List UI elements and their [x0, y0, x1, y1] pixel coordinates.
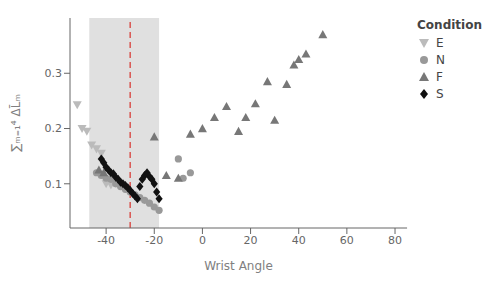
svg-text:-20: -20 — [145, 234, 163, 247]
svg-text:0.3: 0.3 — [45, 67, 63, 80]
svg-text:0: 0 — [199, 234, 206, 247]
svg-text:∑ₘ₌₁⁴ ΔL̄ₘ: ∑ₘ₌₁⁴ ΔL̄ₘ — [9, 94, 23, 152]
html-text:N: N — [436, 53, 445, 67]
svg-text:60: 60 — [340, 234, 354, 247]
svg-text:20: 20 — [244, 234, 258, 247]
svg-text:40: 40 — [292, 234, 306, 247]
html-text:S: S — [436, 87, 444, 101]
svg-text:0.1: 0.1 — [45, 178, 63, 191]
html-text:E: E — [436, 36, 444, 50]
html-text:Condition: Condition — [417, 18, 482, 32]
html-text:F: F — [436, 70, 443, 84]
svg-text:80: 80 — [388, 234, 402, 247]
svg-text:Wrist Angle: Wrist Angle — [204, 259, 273, 273]
svg-text:-40: -40 — [97, 234, 115, 247]
svg-text:0.2: 0.2 — [45, 122, 63, 135]
